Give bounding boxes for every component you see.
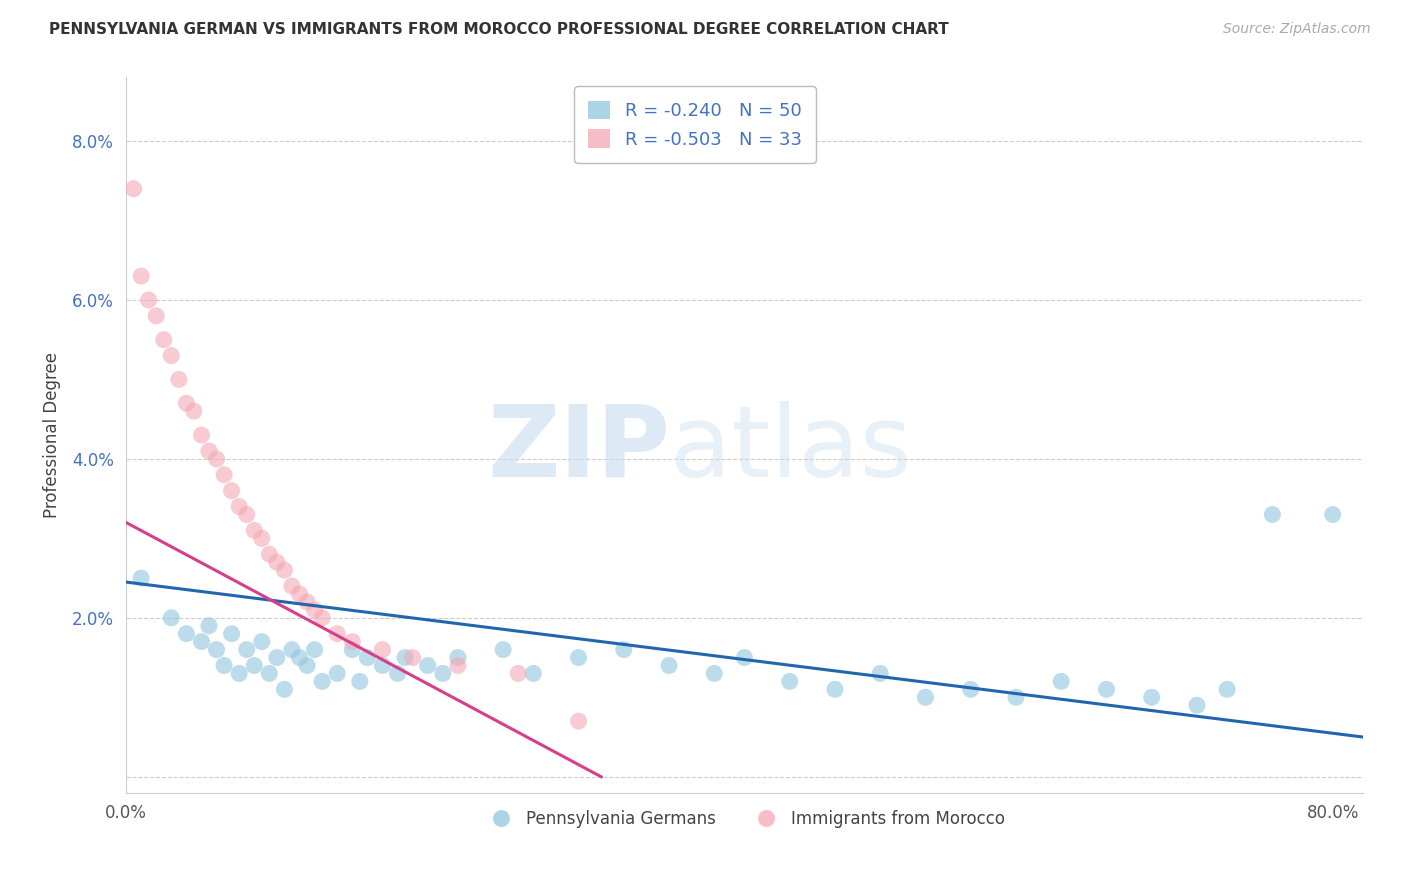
Point	[311, 611, 333, 625]
Point	[567, 714, 589, 728]
Point	[779, 674, 801, 689]
Point	[326, 626, 349, 640]
Point	[183, 404, 205, 418]
Point	[394, 650, 416, 665]
Point	[273, 563, 295, 577]
Point	[228, 666, 250, 681]
Point	[152, 333, 174, 347]
Point	[281, 642, 304, 657]
Point	[311, 674, 333, 689]
Point	[129, 571, 152, 585]
Point	[1185, 698, 1208, 713]
Text: Source: ZipAtlas.com: Source: ZipAtlas.com	[1223, 22, 1371, 37]
Point	[1005, 690, 1028, 705]
Point	[228, 500, 250, 514]
Point	[250, 634, 273, 648]
Point	[508, 666, 530, 681]
Point	[288, 650, 311, 665]
Point	[1261, 508, 1284, 522]
Point	[356, 650, 378, 665]
Point	[326, 666, 349, 681]
Text: ZIP: ZIP	[488, 401, 671, 498]
Point	[235, 642, 257, 657]
Point	[416, 658, 439, 673]
Text: atlas: atlas	[671, 401, 912, 498]
Point	[176, 626, 198, 640]
Point	[401, 650, 423, 665]
Point	[869, 666, 891, 681]
Point	[235, 508, 257, 522]
Point	[190, 428, 212, 442]
Point	[212, 467, 235, 482]
Point	[567, 650, 589, 665]
Point	[295, 595, 318, 609]
Point	[432, 666, 454, 681]
Point	[160, 611, 183, 625]
Point	[1140, 690, 1163, 705]
Point	[198, 444, 221, 458]
Point	[266, 555, 288, 569]
Point	[304, 642, 326, 657]
Point	[259, 547, 281, 561]
Point	[138, 293, 160, 307]
Point	[145, 309, 167, 323]
Point	[250, 532, 273, 546]
Point	[342, 634, 364, 648]
Point	[221, 626, 243, 640]
Point	[122, 182, 145, 196]
Point	[304, 603, 326, 617]
Point	[387, 666, 409, 681]
Point	[129, 269, 152, 284]
Point	[288, 587, 311, 601]
Point	[1216, 682, 1239, 697]
Point	[243, 658, 266, 673]
Point	[160, 349, 183, 363]
Point	[1095, 682, 1118, 697]
Point	[522, 666, 544, 681]
Point	[212, 658, 235, 673]
Point	[205, 451, 228, 466]
Text: PENNSYLVANIA GERMAN VS IMMIGRANTS FROM MOROCCO PROFESSIONAL DEGREE CORRELATION C: PENNSYLVANIA GERMAN VS IMMIGRANTS FROM M…	[49, 22, 949, 37]
Point	[221, 483, 243, 498]
Point	[342, 642, 364, 657]
Point	[824, 682, 846, 697]
Point	[266, 650, 288, 665]
Point	[273, 682, 295, 697]
Point	[198, 619, 221, 633]
Point	[167, 372, 190, 386]
Point	[492, 642, 515, 657]
Point	[1050, 674, 1073, 689]
Point	[914, 690, 936, 705]
Point	[205, 642, 228, 657]
Point	[959, 682, 981, 697]
Point	[613, 642, 636, 657]
Point	[243, 524, 266, 538]
Point	[1322, 508, 1344, 522]
Point	[447, 650, 470, 665]
Point	[281, 579, 304, 593]
Point	[658, 658, 681, 673]
Point	[733, 650, 755, 665]
Point	[259, 666, 281, 681]
Point	[295, 658, 318, 673]
Legend: Pennsylvania Germans, Immigrants from Morocco: Pennsylvania Germans, Immigrants from Mo…	[478, 803, 1011, 834]
Point	[349, 674, 371, 689]
Point	[176, 396, 198, 410]
Point	[371, 658, 394, 673]
Point	[703, 666, 725, 681]
Point	[447, 658, 470, 673]
Point	[190, 634, 212, 648]
Y-axis label: Professional Degree: Professional Degree	[44, 352, 60, 518]
Point	[371, 642, 394, 657]
